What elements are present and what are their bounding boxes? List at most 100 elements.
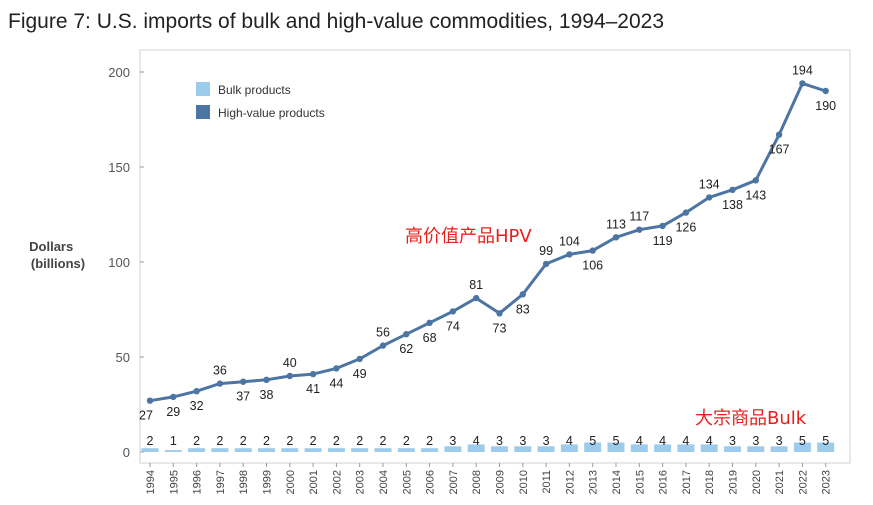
x-tick-label-2002: 2002 (331, 470, 343, 494)
x-tick-label-2007: 2007 (448, 470, 460, 494)
hvp-point-2020 (752, 177, 759, 184)
bulk-bar-2000 (281, 448, 299, 452)
hvp-point-2023 (822, 87, 829, 95)
hvp-point-2014 (612, 234, 620, 241)
hvp-point-2000 (286, 372, 293, 380)
hvp-point-1996 (193, 388, 200, 395)
x-tick-label-1996: 1996 (192, 470, 204, 494)
bulk-value-label-2011: 3 (543, 434, 550, 448)
bulk-bar-1998 (234, 448, 252, 452)
hvp-value-label-2017: 126 (675, 221, 696, 235)
bulk-bar-1996 (188, 448, 206, 452)
bulk-value-label-2002: 2 (333, 434, 340, 448)
bulk-bar-2019 (724, 446, 741, 452)
hvp-value-label-2003: 49 (353, 367, 367, 381)
hvp-point-2011 (542, 260, 550, 268)
hvp-value-label-2004: 56 (376, 326, 390, 340)
bulk-value-label-2003: 2 (356, 434, 363, 448)
hvp-value-label-1996: 32 (190, 399, 204, 413)
hvp-value-label-1998: 37 (236, 390, 250, 404)
bulk-value-label-2023: 5 (822, 434, 829, 448)
x-tick-label-2014: 2014 (611, 470, 623, 494)
hvp-value-label-2013: 106 (582, 259, 603, 273)
hvp-point-2017 (682, 209, 690, 216)
x-tick-label-1999: 1999 (262, 470, 274, 494)
y-axis-label-line-2: (billions) (31, 256, 85, 271)
y-axis-label-line-1: Dollars (29, 239, 73, 254)
hvp-point-2018 (706, 194, 713, 201)
hvp-value-label-2023: 190 (815, 99, 836, 113)
annotation-hvp: 高价值产品HPV (405, 226, 532, 247)
bulk-bar-2022 (793, 442, 811, 452)
bulk-bar-1997 (211, 448, 229, 452)
y-tick-label: 100 (108, 255, 130, 270)
bulk-value-label-1994: 2 (147, 434, 154, 448)
bulk-value-label-2013: 5 (589, 434, 596, 448)
hvp-point-2002 (333, 365, 340, 372)
bulk-value-label-2019: 3 (729, 434, 736, 448)
bulk-value-label-1998: 2 (240, 434, 247, 448)
hvp-point-2001 (309, 370, 317, 378)
hvp-value-label-2010: 83 (516, 302, 530, 316)
bulk-bar-2002 (327, 448, 345, 452)
x-tick-label-2022: 2022 (797, 470, 809, 494)
x-tick-label-2015: 2015 (634, 470, 646, 494)
bulk-value-label-2018: 4 (706, 434, 713, 448)
hvp-point-2013 (589, 247, 596, 254)
hvp-point-2009 (496, 310, 503, 317)
hvp-line (149, 81, 827, 403)
x-tick-label-2012: 2012 (564, 470, 576, 494)
bulk-value-label-2017: 4 (682, 434, 689, 448)
bulk-value-label-1997: 2 (216, 434, 223, 448)
y-axis: 0 50 100 150 200 (108, 65, 144, 460)
hvp-value-label-2002: 44 (329, 376, 343, 390)
bulk-bar-2007 (444, 446, 462, 452)
x-tick-label-2011: 2011 (541, 470, 553, 494)
bulk-value-label-2022: 5 (799, 434, 806, 448)
bulk-value-label-2004: 2 (380, 434, 387, 448)
bulk-bar-2012 (560, 444, 578, 452)
hvp-point-2003 (356, 355, 363, 363)
bulk-value-label-2005: 2 (403, 434, 410, 448)
x-tick-label-1995: 1995 (168, 470, 180, 494)
bulk-value-label-2000: 2 (286, 434, 293, 448)
hvp-value-label-2019: 138 (722, 198, 743, 212)
hvp-point-1997 (216, 380, 224, 387)
bulk-value-label-2016: 4 (659, 434, 666, 448)
legend-swatch-hvp (196, 105, 210, 119)
hvp-value-label-2011: 99 (539, 244, 553, 258)
x-tick-label-2006: 2006 (425, 470, 437, 494)
hvp-value-label-2021: 167 (769, 143, 790, 157)
hvp-value-label-2012: 104 (559, 234, 580, 248)
x-tick-label-2010: 2010 (518, 470, 530, 494)
hvp-value-label-2006: 68 (423, 331, 437, 345)
bulk-bar-2023 (817, 442, 835, 452)
y-tick-label: 200 (108, 65, 130, 80)
x-tick-label-2003: 2003 (355, 470, 367, 494)
x-tick-label-2009: 2009 (495, 470, 507, 494)
hvp-value-label-2008: 81 (469, 278, 483, 292)
x-tick-label-2016: 2016 (658, 470, 670, 494)
bulk-value-label-2015: 4 (636, 434, 643, 448)
hvp-line-series (146, 80, 829, 404)
plot-frame (139, 49, 851, 464)
hvp-point-2007 (449, 308, 457, 315)
bulk-bar-2001 (304, 448, 322, 452)
hvp-value-label-1995: 29 (166, 405, 180, 419)
hvp-point-1995 (170, 393, 177, 401)
bulk-bar-2014 (607, 442, 625, 452)
bulk-bar-2011 (537, 446, 555, 452)
bulk-bar-2018 (700, 444, 718, 452)
hvp-point-2015 (636, 226, 643, 233)
bulk-value-label-2010: 3 (519, 434, 526, 448)
x-tick-label-2020: 2020 (751, 470, 763, 494)
hvp-point-2006 (426, 319, 433, 326)
hvp-value-label-2001: 41 (306, 382, 320, 396)
hvp-value-label-2020: 143 (745, 188, 766, 202)
x-tick-label-2021: 2021 (774, 470, 786, 494)
x-tick-label-2001: 2001 (308, 470, 320, 494)
bulk-bar-2006 (421, 448, 439, 452)
x-tick-label-2023: 2023 (821, 470, 833, 494)
hvp-value-label-2000: 40 (283, 356, 297, 370)
